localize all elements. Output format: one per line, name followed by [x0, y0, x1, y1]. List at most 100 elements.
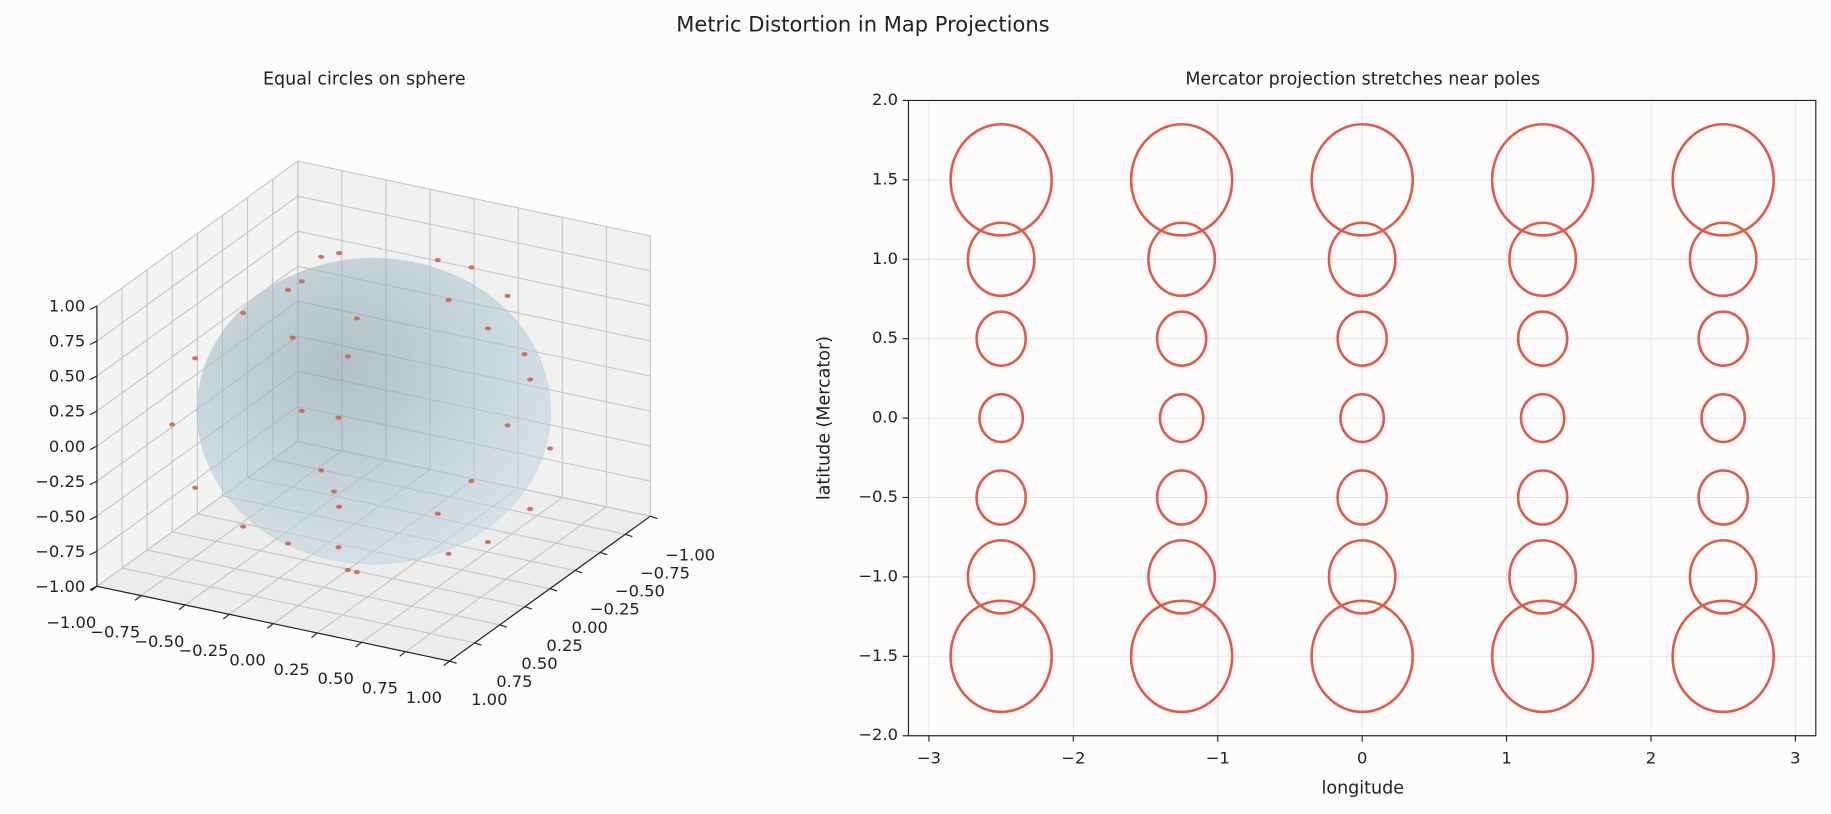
y-tick-label: −0.50: [615, 582, 665, 601]
tick-mark: [89, 515, 98, 521]
y-tick-label: 0.00: [572, 618, 608, 637]
tick-mark: [311, 632, 318, 639]
z-tick-label: −1.00: [35, 577, 85, 596]
x-tick-label: −2: [1061, 749, 1085, 768]
grid-line: [96, 230, 299, 377]
point: [353, 316, 360, 321]
circle-outline: [1327, 221, 1397, 298]
point: [445, 551, 452, 556]
tick-mark: [89, 445, 98, 451]
grid-line: [96, 160, 299, 307]
y-tick-label: −1.5: [858, 646, 898, 665]
x-tick-label: 2: [1646, 749, 1656, 768]
circle-outline: [1336, 310, 1388, 367]
y-tick-label: 0.5: [872, 328, 898, 347]
x-tick-label: −3: [917, 749, 941, 768]
tick-mark: [89, 305, 98, 311]
x-tick-label: −0.50: [134, 632, 184, 651]
circle-outline: [1336, 469, 1388, 526]
point: [468, 478, 475, 484]
circle-outline: [1697, 469, 1750, 526]
circle-outline: [1129, 122, 1234, 237]
circle-outline: [1671, 122, 1775, 237]
point: [546, 446, 554, 451]
y-tick-label: 2.0: [872, 90, 898, 109]
z-tick-label: 1.00: [49, 297, 85, 316]
z-tick-label: −0.25: [35, 472, 85, 491]
y-tick-label: 1.00: [471, 690, 507, 709]
tick-mark: [89, 585, 98, 591]
circle-outline: [1688, 221, 1758, 298]
x-tick-label: 0.75: [362, 679, 398, 698]
figure-title: Metric Distortion in Map Projections: [676, 12, 1049, 37]
circle-outline: [975, 469, 1027, 526]
point: [344, 567, 351, 573]
tick-mark: [625, 533, 633, 538]
point: [318, 254, 325, 259]
grid-line: [96, 265, 299, 412]
x-tick-label: 0.25: [273, 660, 309, 679]
tick-mark: [89, 550, 98, 556]
x-tick-label: 0.00: [229, 651, 265, 670]
grid-line: [147, 549, 500, 626]
grid-line: [297, 160, 651, 237]
circle-outline: [1310, 122, 1414, 237]
tick-mark: [178, 604, 186, 611]
y-axis-label: latitude (Mercator): [814, 336, 834, 500]
point: [336, 251, 343, 256]
circle-outline: [1516, 469, 1569, 526]
circle-outline: [949, 122, 1053, 237]
circle-outline: [1516, 310, 1569, 367]
point: [445, 298, 452, 303]
circle-outline: [1688, 539, 1758, 615]
x-tick-label: 3: [1790, 749, 1800, 768]
y-tick-label: 0.75: [496, 672, 532, 691]
point: [285, 541, 292, 546]
plot-frame: [907, 99, 1817, 737]
y-tick-label: 1.0: [872, 249, 898, 268]
y-tick-label: −0.75: [640, 564, 690, 583]
grid-line: [297, 230, 651, 307]
point: [240, 310, 247, 316]
tick-mark: [134, 595, 142, 601]
circle-outline: [1327, 539, 1397, 615]
tick-mark: [474, 642, 482, 646]
point: [192, 485, 199, 490]
x-tick-label: 0.50: [318, 669, 354, 688]
x-axis-label: longitude: [1322, 778, 1404, 798]
grid-line: [96, 195, 299, 342]
y-tick-label: −2.0: [858, 725, 898, 744]
y-tick-label: −0.25: [590, 600, 640, 619]
x-tick-label: −1: [1206, 749, 1230, 768]
point: [484, 539, 491, 545]
tick-mark: [443, 660, 450, 667]
y-tick-label: −0.5: [858, 487, 898, 506]
tick-mark: [89, 375, 98, 381]
z-tick-label: −0.75: [35, 542, 85, 561]
y-tick-label: 0.0: [872, 408, 898, 427]
y-tick-label: 0.50: [521, 654, 557, 673]
point: [434, 257, 441, 263]
point: [240, 524, 247, 529]
grid-line: [297, 195, 651, 272]
z-tick-label: 0.25: [49, 402, 85, 421]
point: [521, 352, 528, 357]
point: [335, 415, 342, 420]
y-tick-label: 0.25: [546, 636, 582, 655]
tick-mark: [399, 651, 406, 657]
circle-outline: [1490, 122, 1595, 237]
point: [330, 489, 337, 494]
point: [527, 506, 534, 512]
circle-outline: [1339, 392, 1386, 444]
x-tick-label: −0.25: [178, 641, 228, 660]
tick-mark: [89, 410, 98, 416]
tick-mark: [600, 551, 608, 556]
z-tick-label: 0.00: [49, 437, 85, 456]
circle-outline: [966, 539, 1036, 615]
z-tick-label: 0.50: [49, 367, 85, 386]
circle-outline: [1147, 539, 1217, 615]
point: [285, 287, 292, 293]
circle-outline: [1490, 599, 1595, 714]
y-tick-label: −1.00: [665, 545, 715, 564]
